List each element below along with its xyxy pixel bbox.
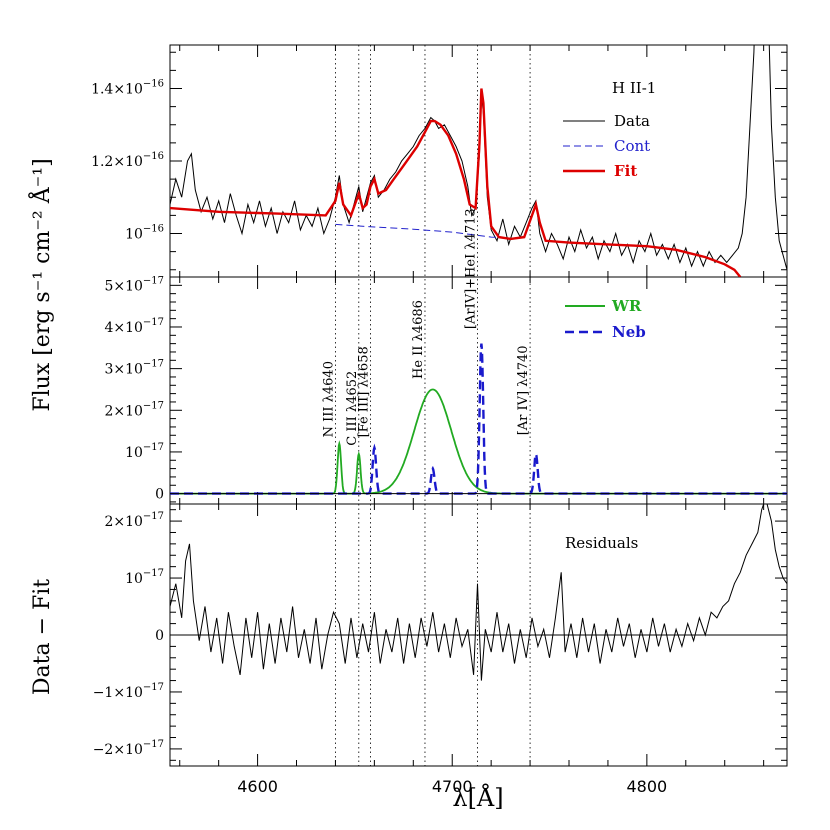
residuals-label: Residuals — [565, 534, 638, 552]
line-label: He II λ4686 — [411, 300, 426, 379]
legend-wr-label: WR — [611, 297, 642, 315]
series-residuals — [170, 504, 787, 681]
x-tick-label: 4800 — [627, 777, 668, 796]
series-lines — [170, 45, 787, 681]
line-markers — [335, 45, 531, 766]
y-tick-label: 1.4×10−16 — [91, 79, 164, 98]
series-data — [170, 45, 787, 270]
line-label: [Ar IV] λ4740 — [516, 345, 531, 435]
object-label: H II-1 — [612, 79, 656, 97]
y-tick-label: 0 — [155, 628, 164, 644]
x-tick-label: 4600 — [237, 777, 278, 796]
legend-fit-label: Fit — [614, 162, 637, 180]
x-tick-labels: 4600 4700 4800 — [237, 777, 667, 796]
y-tick-label: 3×10−17 — [104, 359, 164, 378]
y-tick-label: 0 — [155, 487, 164, 503]
line-label: C III λ4652 — [345, 371, 360, 446]
line-labels: N III λ4640 C III λ4652[Fe III] λ4658 He I… — [321, 208, 531, 445]
y-tick-label: 2×10−17 — [104, 511, 164, 530]
legend-cont-label: Cont — [614, 137, 650, 155]
line-label: [Fe III] λ4658 — [357, 346, 372, 437]
y-tick-label: −1×10−17 — [93, 682, 164, 701]
y-tick-label: 10−17 — [125, 442, 164, 461]
y-tick-labels: 10−16 1.2×10−16 1.4×10−16 0 10−17 2×10−17 3×10… — [91, 79, 164, 758]
legend-neb-label: Neb — [612, 323, 646, 341]
line-label: N III λ4640 — [321, 361, 336, 437]
y-axis-title-top: Flux [erg s⁻¹ cm⁻² Å⁻¹] — [27, 158, 55, 411]
x-tick-label: 4700 — [432, 777, 473, 796]
line-label: [ArIV]+HeI λ4713 — [464, 208, 479, 329]
y-tick-label: 2×10−17 — [104, 400, 164, 419]
series-neb — [170, 343, 787, 495]
y-tick-label: 4×10−17 — [104, 317, 164, 336]
y-tick-label: −2×10−17 — [93, 739, 164, 758]
series-fit — [170, 88, 742, 277]
y-axis-title-bottom: Data − Fit — [30, 579, 55, 695]
series-cont — [335, 223, 511, 239]
y-tick-label: 10−16 — [125, 224, 164, 243]
y-tick-label: 1.2×10−16 — [91, 151, 164, 170]
legend-data-label: Data — [614, 112, 650, 130]
x-axis-title: λ[Å] — [452, 783, 503, 812]
axis-ticks — [170, 45, 787, 766]
y-tick-label: 10−17 — [125, 568, 164, 587]
y-tick-label: 5×10−17 — [104, 275, 164, 294]
